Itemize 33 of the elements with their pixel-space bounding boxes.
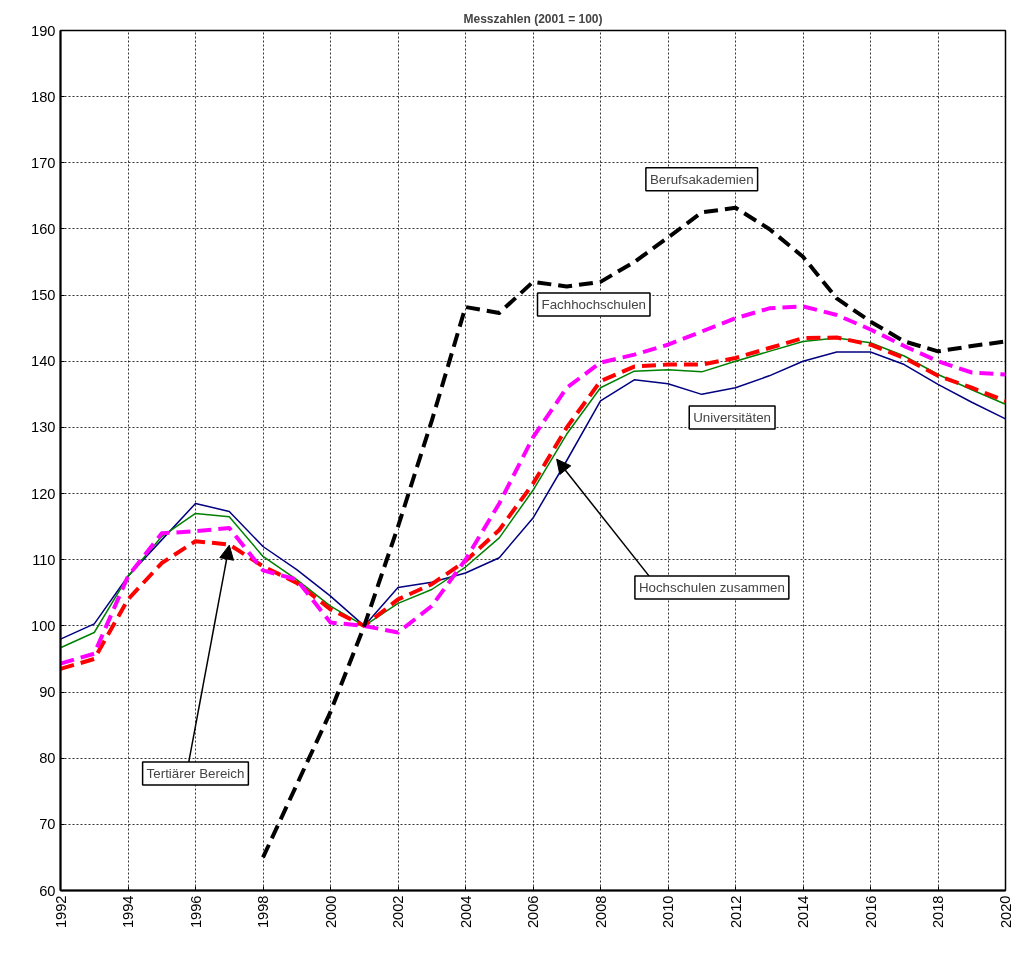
y-tick-label: 120 [31, 485, 56, 502]
y-tick-label: 80 [39, 750, 56, 767]
x-tick-label: 2006 [525, 895, 541, 929]
y-tick-label: 160 [31, 220, 56, 237]
y-tick-label: 70 [39, 816, 56, 833]
x-tick-label: 2014 [795, 895, 811, 929]
y-tick-label: 130 [31, 419, 56, 436]
x-tick-label: 2010 [660, 895, 676, 929]
x-tick-label: 2008 [592, 895, 609, 929]
annotation: Hochschulen zusammen [638, 580, 785, 596]
y-tick-label: 190 [31, 22, 56, 39]
chart-title: Messzahlen (2001 = 100) [463, 11, 603, 26]
y-tick-label: 170 [31, 154, 56, 171]
y-tick-label: 110 [32, 551, 56, 568]
x-tick-label: 2016 [862, 895, 879, 929]
y-tick-label: 150 [31, 287, 56, 304]
x-tick-label: 1998 [255, 895, 271, 929]
y-tick-label: 180 [31, 88, 56, 105]
x-tick-label: 2012 [727, 895, 744, 929]
annotation: Berufsakademien [649, 171, 754, 187]
x-tick-label: 1994 [120, 895, 136, 929]
x-tick-label: 2004 [457, 895, 474, 929]
x-tick-label: 1996 [187, 895, 204, 929]
x-tick-label: 2018 [930, 895, 946, 929]
annotation: Universitäten [693, 410, 772, 425]
y-tick-label: 140 [31, 353, 56, 370]
annotation: Tertiärer Bereich [146, 765, 245, 781]
x-tick-label: 2002 [390, 895, 406, 929]
y-tick-label: 90 [39, 684, 56, 701]
x-tick-label: 2000 [322, 895, 339, 929]
x-tick-label: 2020 [997, 895, 1014, 929]
y-tick-label: 100 [31, 617, 56, 634]
annotation: Fachhochschulen [541, 296, 646, 312]
